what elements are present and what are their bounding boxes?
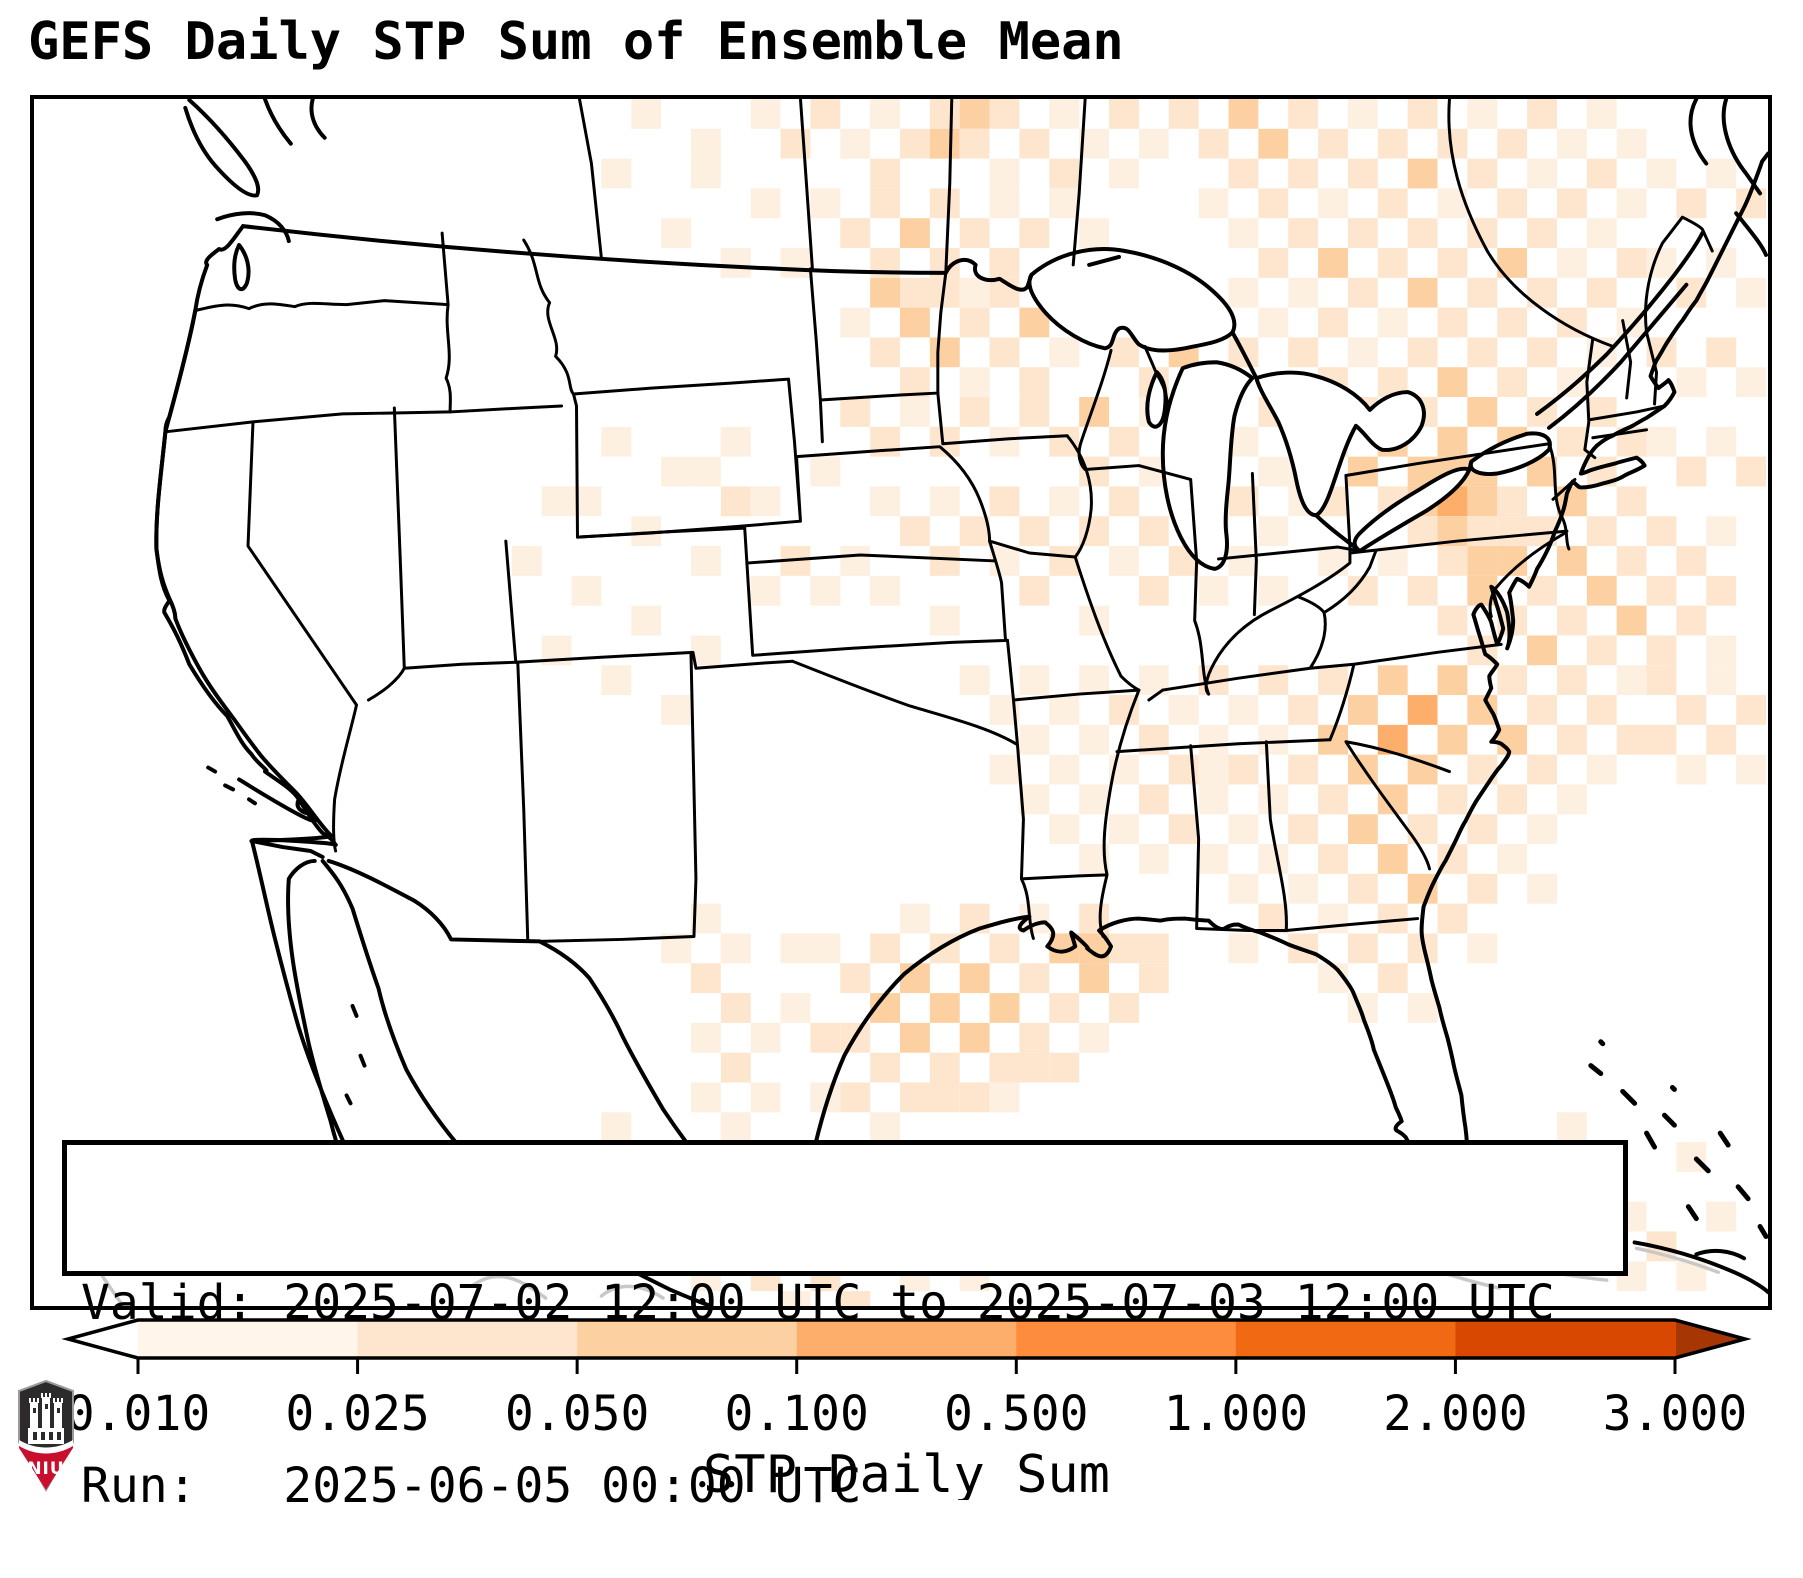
lake-huron (1254, 370, 1426, 518)
state-borders (163, 99, 1714, 943)
niu-logo: NIU (18, 1379, 74, 1493)
lake-superior (1027, 247, 1237, 353)
logo-niu-text: NIU (27, 1459, 64, 1479)
colorbar-body (61, 1318, 1752, 1360)
colorbar-ticks (136, 1358, 1677, 1374)
validity-info-box: Valid: 2025-07-02 12:00 UTC to 2025-07-0… (62, 1140, 1628, 1514)
svg-text:0.100: 0.100 (724, 1386, 869, 1442)
lake-erie (1352, 466, 1472, 553)
logo-red-band (19, 1446, 73, 1490)
castle-windows (33, 1404, 61, 1440)
colorbar-tick-labels: 0.010 0.025 0.050 0.100 0.500 1.000 2.000 3.000 (66, 1386, 1748, 1442)
svg-text:0.050: 0.050 (505, 1386, 650, 1442)
canada-border (241, 224, 1034, 292)
svg-text:3.000: 3.000 (1603, 1386, 1748, 1442)
colorbar-axis-label: STP Daily Sum (703, 1445, 1110, 1500)
great-lakes (1027, 247, 1552, 571)
svg-text:0.025: 0.025 (285, 1386, 430, 1442)
run-time-text: Run: 2025-06-05 00:00 UTC (81, 1458, 862, 1514)
stp-colorbar: 0.010 0.025 0.050 0.100 0.500 1.000 2.000 3.000… (61, 1318, 1752, 1500)
valid-range-text: Valid: 2025-07-02 12:00 UTC to 2025-07-0… (81, 1275, 1555, 1331)
map-panel (30, 95, 1772, 1310)
svg-text:2.000: 2.000 (1383, 1386, 1528, 1442)
svg-text:0.010: 0.010 (66, 1386, 211, 1442)
svg-text:0.500: 0.500 (944, 1386, 1089, 1442)
us-map (70, 99, 1768, 1306)
lake-michigan (1160, 360, 1255, 571)
lake-ontario (1468, 431, 1552, 476)
svg-text:1.000: 1.000 (1164, 1386, 1309, 1442)
plot-title: GEFS Daily STP Sum of Ensemble Mean (28, 12, 1124, 72)
